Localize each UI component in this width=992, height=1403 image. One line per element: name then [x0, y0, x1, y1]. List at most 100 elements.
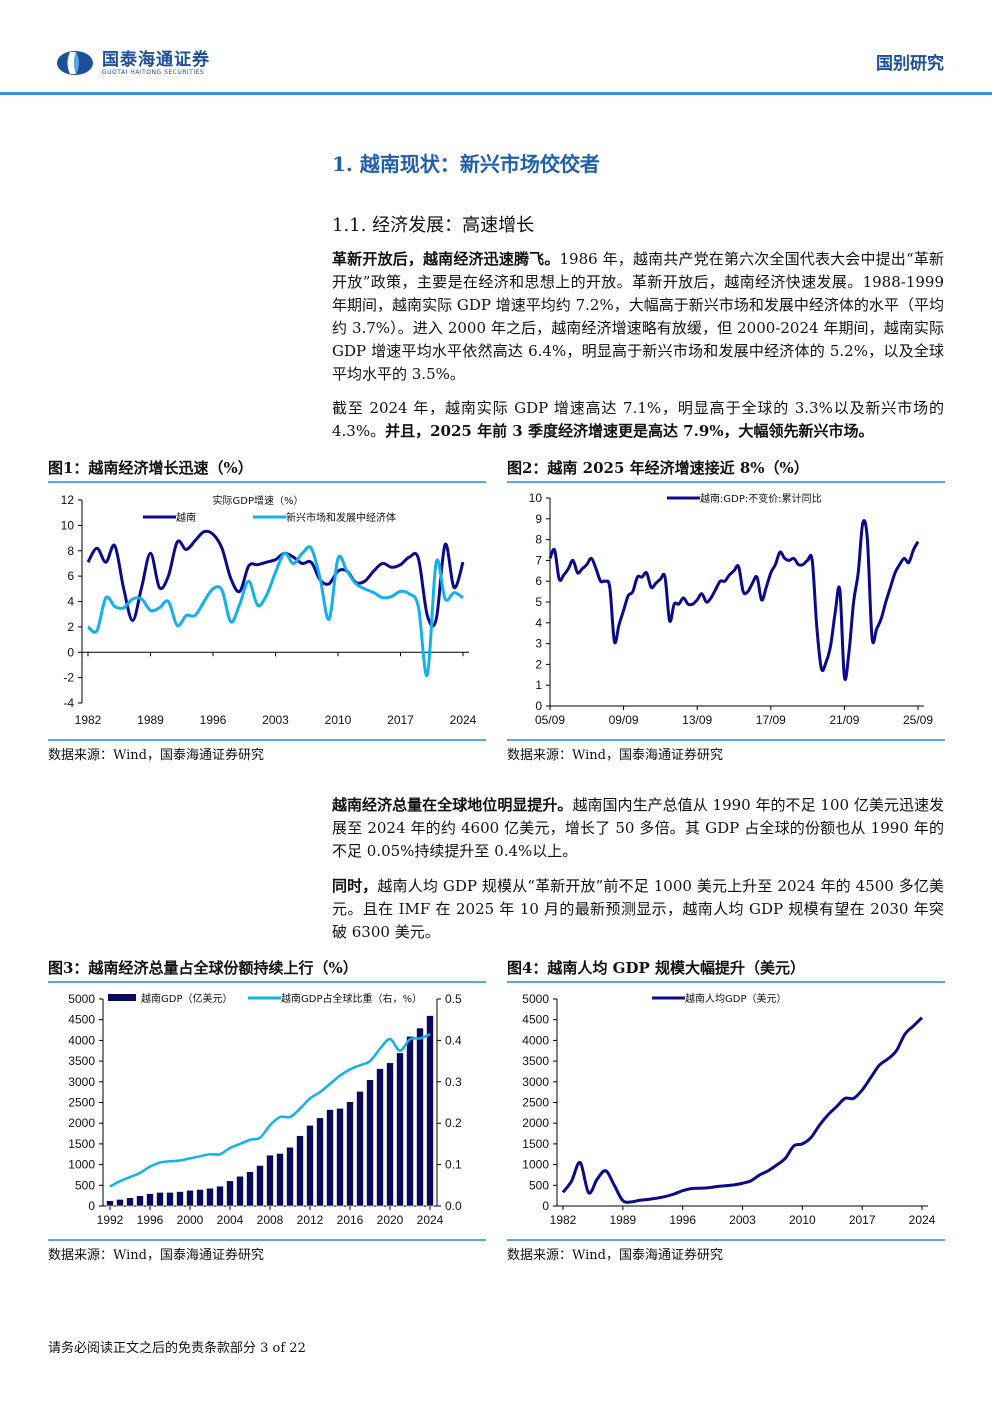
y-tick-label: 500	[75, 1178, 95, 1192]
y2-tick-label: 0.2	[445, 1116, 462, 1130]
chart-4: 0 500 1000 1500 2000 2500 3000 3500 4000 4500 5000…	[522, 992, 935, 1227]
y-tick-label: 4500	[522, 1013, 549, 1027]
bar	[216, 1185, 224, 1207]
x-tick-label: 1996	[200, 713, 227, 727]
figure-2-title: 图2：越南 2025 年经济增速接近 8%（%）	[507, 457, 945, 483]
y-tick-label: 0	[535, 699, 542, 713]
y2-tick-label: 0.5	[445, 992, 462, 1006]
bar	[126, 1197, 134, 1207]
x-tick-label: 2012	[297, 1213, 324, 1227]
x-tick-label: 13/09	[682, 713, 712, 727]
y-tick-label: 5	[535, 595, 542, 609]
y-tick-label: 4000	[522, 1033, 549, 1047]
y-tick-label: 1000	[522, 1158, 549, 1172]
y-tick-label: 3	[535, 637, 542, 651]
x-tick-label: 2017	[387, 713, 414, 727]
bar	[146, 1193, 154, 1207]
paragraph-3: 越南经济总量在全球地位明显提升。越南国内生产总值从 1990 年的不足 100 …	[332, 794, 944, 863]
para-text: 1986 年，越南共产党在第六次全国代表大会中提出“革新开放”政策，主要是在经济…	[332, 250, 944, 383]
para-text: 截至 2024 年，越南实际 GDP 增速高达 7.1%，明显高于全球的 3.3…	[332, 399, 944, 440]
y-tick-label: 4	[67, 595, 74, 609]
figure-4-title: 图4：越南人均 GDP 规模大幅提升（美元）	[507, 957, 945, 983]
legend-label: 新兴市场和发展中经济体	[286, 511, 396, 524]
y-tick-label: 0	[67, 645, 74, 659]
x-tick-label: 1982	[550, 1213, 577, 1227]
section-heading: 1. 越南现状：新兴市场佼佼者	[332, 152, 600, 176]
y-tick-label: 10	[529, 491, 543, 505]
page-footer: 请务必阅读正文之后的免责条款部分 3 of 22	[48, 1341, 306, 1356]
figure-3-title: 图3：越南经济总量占全球份额持续上行（%）	[48, 957, 486, 983]
bar	[276, 1153, 284, 1207]
legend-label: 越南GDP占全球比重（右，%）	[281, 992, 422, 1005]
y-tick-label: 5000	[522, 992, 549, 1006]
bar	[236, 1175, 244, 1207]
legend-label: 越南	[176, 511, 196, 524]
bar	[176, 1191, 184, 1207]
x-tick-label: 2017	[849, 1213, 876, 1227]
lead-bold: 越南经济总量在全球地位明显提升。	[332, 796, 573, 814]
x-tick-label: 1989	[137, 713, 164, 727]
chart-2: 0 1 2 3 4 5 6 7 8 9 10 05/09 09/09 13/09 17/09 21/09 25/…	[529, 491, 934, 727]
series-line	[87, 545, 464, 677]
y-tick-label: 4500	[68, 1013, 95, 1027]
bar	[116, 1199, 124, 1207]
lead-bold: 革新开放后，越南经济迅速腾飞。	[332, 250, 560, 268]
x-tick-label: 2024	[450, 713, 477, 727]
y-tick-label: 2	[67, 620, 74, 634]
y-tick-label: 3000	[68, 1075, 95, 1089]
bar	[376, 1068, 384, 1207]
bar	[316, 1117, 324, 1207]
y-tick-label: 0	[542, 1199, 549, 1213]
x-tick-label: 09/09	[609, 713, 639, 727]
para-text: 越南国内生产总值从 1990 年的不足 100 亿美元迅速发展至 2024 年的…	[332, 796, 944, 860]
chart-subtitle: 实际GDP增速（%）	[213, 494, 304, 507]
y2-tick-label: 0.4	[445, 1033, 462, 1047]
bar	[346, 1101, 354, 1207]
bar	[426, 1015, 434, 1207]
brand-name: 国泰海通证券	[102, 49, 210, 70]
bar	[286, 1146, 294, 1207]
paragraph-2: 截至 2024 年，越南实际 GDP 增速高达 7.1%，明显高于全球的 3.3…	[332, 397, 944, 443]
x-tick-label: 2010	[325, 713, 352, 727]
y-tick-label: 2500	[522, 1096, 549, 1110]
chart-3: 0 500 1000 1500 2000 2500 3000 3500 4000 4500 5000…	[68, 992, 462, 1227]
y-tick-label: 2000	[68, 1116, 95, 1130]
brand-name-en: GUOTAI HAITONG SECURITIES	[102, 68, 205, 76]
x-tick-label: 21/09	[829, 713, 859, 727]
bar	[196, 1189, 204, 1207]
y-tick-label: 1	[535, 678, 542, 692]
legend-swatch	[108, 994, 136, 1001]
y-tick-label: 6	[535, 574, 542, 588]
bar	[226, 1180, 234, 1207]
bar	[266, 1154, 274, 1207]
bar	[166, 1192, 174, 1207]
y-tick-label: 2	[535, 657, 542, 671]
y-tick-label: 2000	[522, 1116, 549, 1130]
y-tick-label: 3500	[68, 1054, 95, 1068]
y-tick-label: 8	[67, 544, 74, 558]
y-tick-label: 8	[535, 533, 542, 547]
y2-tick-label: 0.3	[445, 1075, 462, 1089]
figure-1-source: 数据来源：Wind，国泰海通证券研究	[48, 739, 486, 763]
y-tick-label: 3000	[522, 1075, 549, 1089]
y-tick-label: 4000	[68, 1033, 95, 1047]
section-label: 国别研究	[876, 54, 944, 74]
y-tick-label: 4	[535, 616, 542, 630]
y2-tick-label: 0.1	[445, 1158, 462, 1172]
figure-2-source: 数据来源：Wind，国泰海通证券研究	[507, 739, 945, 763]
lead-bold: 同时，	[332, 877, 378, 895]
legend-label: 越南:GDP:不变价:累计同比	[700, 492, 822, 505]
x-tick-label: 2010	[789, 1213, 816, 1227]
bar	[416, 1027, 424, 1207]
legend-label: 越南人均GDP（美元）	[685, 992, 786, 1005]
x-tick-label: 2003	[262, 713, 289, 727]
bar	[386, 1062, 394, 1207]
y-tick-label: 0	[88, 1199, 95, 1213]
y-tick-label: 2500	[68, 1096, 95, 1110]
y-tick-label: 9	[535, 512, 542, 526]
bar	[296, 1135, 304, 1207]
y-tick-label: 7	[535, 553, 542, 567]
x-tick-label: 1992	[97, 1213, 124, 1227]
paragraph-4: 同时，越南人均 GDP 规模从“革新开放”前不足 1000 美元上升至 2024…	[332, 875, 944, 944]
series-line	[548, 519, 920, 681]
